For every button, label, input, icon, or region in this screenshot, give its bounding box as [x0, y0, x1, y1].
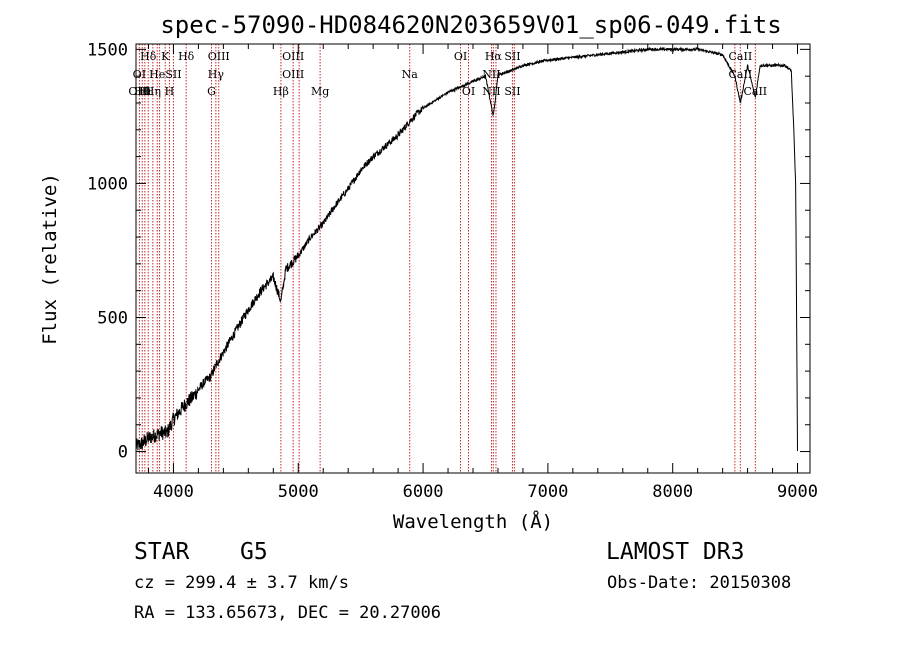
y-tick-label: 0 — [118, 443, 128, 463]
line-label: He — [149, 68, 165, 81]
survey-name: LAMOST DR3 — [606, 539, 745, 565]
x-axis-label: Wavelength (Å) — [393, 510, 553, 533]
line-label: Hδ — [178, 50, 195, 63]
line-label: OIII — [128, 85, 150, 98]
line-label: SII — [504, 50, 520, 63]
line-label: Hη — [145, 85, 161, 98]
line-label: H — [165, 85, 175, 98]
line-label: Na — [402, 68, 419, 81]
observation-date: Obs-Date: 20150308 — [607, 573, 792, 593]
object-class: STAR — [134, 539, 190, 565]
x-tick-label: 5000 — [278, 482, 319, 502]
line-label: K — [161, 50, 170, 63]
line-labels: OIOIIIHθHιHδHηHeKHSIIHδGHγOIIIHβOIIIOIII… — [128, 50, 767, 98]
line-label: SII — [504, 85, 520, 98]
line-label: CaII — [729, 50, 753, 63]
line-label: Hθ — [134, 85, 151, 98]
line-label: OIII — [208, 50, 230, 63]
redshift-cz: cz = 299.4 ± 3.7 km/s — [134, 573, 349, 593]
line-label: Hδ — [140, 50, 157, 63]
line-label: OIII — [282, 50, 304, 63]
line-label: NII — [482, 85, 500, 98]
x-tick-label: 8000 — [652, 482, 693, 502]
line-label: OI — [133, 68, 146, 81]
x-tick-label: 9000 — [777, 482, 818, 502]
x-axis: 4000 5000 6000 7000 8000 9000 — [147, 44, 818, 502]
y-tick-label: 500 — [97, 308, 128, 328]
ra-dec-coordinates: RA = 133.65673, DEC = 20.27006 — [134, 603, 442, 623]
line-label: NII — [482, 68, 500, 81]
y-axis-label: Flux (relative) — [39, 173, 61, 345]
object-subclass: G5 — [240, 539, 268, 565]
x-tick-label: 4000 — [153, 482, 194, 502]
line-label: OI — [462, 85, 475, 98]
line-label: Hγ — [208, 68, 225, 81]
line-label: OIII — [282, 68, 304, 81]
y-tick-label: 1500 — [87, 40, 128, 60]
line-label: G — [207, 85, 216, 98]
line-label: Hβ — [273, 85, 289, 98]
line-label: Mg — [311, 85, 329, 98]
spectrum-line — [135, 46, 798, 452]
x-tick-label: 6000 — [403, 482, 444, 502]
line-label: SII — [165, 68, 181, 81]
line-label: CaII — [743, 85, 767, 98]
line-label: Hι — [138, 85, 152, 98]
plot-frame — [135, 43, 811, 474]
x-tick-label: 7000 — [527, 482, 568, 502]
y-tick-label: 1000 — [87, 174, 128, 194]
y-axis: 0 500 1000 1500 — [87, 40, 810, 463]
chart-title: spec-57090-HD084620N203659V01_sp06-049.f… — [160, 11, 781, 39]
line-markers — [138, 44, 756, 473]
line-label: Hα — [485, 50, 503, 63]
line-label: OI — [454, 50, 467, 63]
